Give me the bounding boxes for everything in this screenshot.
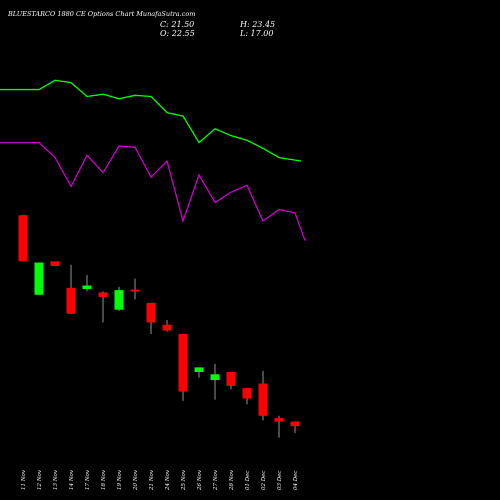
x-tick-label: 01 Dec [245,471,251,491]
candle-body [194,367,204,372]
x-tick-label: 19 Nov [117,469,123,490]
x-tick-label: 28 Nov [229,469,235,491]
open-value: O: 22.55 [160,29,195,38]
candle [162,320,172,332]
candle-body [178,333,188,392]
candles [18,215,300,438]
candle [130,278,140,300]
x-tick-label: 20 Nov [133,469,139,491]
candle [98,291,108,323]
close-value: C: 21.50 [160,20,194,29]
x-tick-label: 21 Nov [149,469,155,491]
candle-body [82,285,92,289]
candle-body [226,372,236,386]
candle [226,372,236,390]
magenta-line [0,141,306,241]
candle [274,415,284,438]
green-line [0,79,302,162]
x-tick-label: 27 Nov [213,469,219,491]
candle [194,367,204,378]
low-value: L: 17.00 [239,29,273,38]
candle [82,275,92,292]
candle-body [258,383,268,416]
high-value: H: 23.45 [239,20,275,29]
candle [18,215,28,262]
x-tick-label: 14 Nov [69,469,75,490]
x-tick-label: 11 Nov [21,469,27,490]
candle-body [34,262,44,295]
candle-body [98,292,108,298]
x-tick-label: 25 Nov [181,469,187,491]
indicator-lines [0,79,306,241]
candle [114,286,124,311]
x-tick-label: 13 Nov [53,469,59,490]
candle-body [290,421,300,427]
candle-body [66,287,76,314]
x-axis-labels: 11 Nov 12 Nov 13 Nov 14 Nov 17 Nov 18 Nov 19 N… [21,469,299,491]
candle-body [146,302,156,323]
candle-body [162,324,172,331]
candle-body [50,261,60,266]
candle-body [114,290,124,310]
candle-body [18,215,28,262]
candle-body [242,388,252,399]
x-tick-label: 24 Nov [165,469,171,491]
x-tick-label: 02 Dec [261,471,267,491]
x-tick-label: 18 Nov [101,469,107,490]
candle [178,333,188,401]
candle-body [274,418,284,422]
candle [50,261,60,266]
x-tick-label: 17 Nov [85,469,91,490]
candle [146,302,156,334]
candle [66,264,76,314]
candle [242,388,252,405]
candle [258,370,268,421]
x-tick-label: 04 Dec [293,471,299,491]
chart-title: BLUESTARCO 1880 CE Options Chart MunafaS… [7,10,195,18]
x-tick-label: 03 Dec [277,471,283,491]
candle-body [210,374,220,381]
x-tick-label: 26 Nov [197,469,203,491]
x-tick-label: 12 Nov [37,469,43,490]
candle [34,262,44,295]
candle [290,421,300,434]
candle [210,363,220,400]
candle-body [130,289,140,292]
